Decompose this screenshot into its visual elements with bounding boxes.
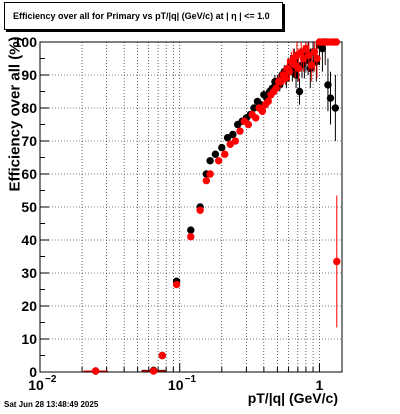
data-point — [91, 367, 100, 375]
data-point — [310, 48, 319, 56]
data-point — [331, 104, 340, 112]
data-point — [295, 87, 304, 96]
series-layer — [83, 38, 341, 375]
data-point — [196, 206, 204, 214]
data-point — [172, 280, 181, 289]
data-point — [302, 44, 310, 53]
timestamp-label: Sat Jun 28 13:48:49 2025 — [4, 400, 99, 409]
data-point — [324, 81, 332, 89]
data-point — [258, 107, 267, 116]
data-point — [223, 134, 232, 142]
data-point — [244, 120, 253, 129]
y-tick-label: 40 — [21, 232, 37, 248]
y-tick-label: 80 — [21, 100, 37, 116]
data-point — [229, 130, 237, 139]
y-tick-label: 90 — [21, 67, 37, 83]
data-point — [236, 127, 244, 135]
y-tick-label: 100 — [14, 34, 38, 50]
y-tick-label: 60 — [21, 166, 37, 182]
x-axis-label: pT/|q| (GeV/c) — [247, 390, 338, 406]
data-point — [313, 54, 321, 63]
data-point — [333, 257, 341, 266]
data-point — [305, 51, 313, 59]
x-tick-label: 1 — [316, 377, 324, 393]
y-tick-label: 30 — [21, 265, 37, 281]
chart-title: Efficiency over all for Primary vs pT/|q… — [13, 11, 270, 21]
data-point — [264, 97, 272, 106]
data-point — [211, 150, 220, 158]
data-point — [149, 367, 158, 375]
x-tick-exponent: −2 — [45, 374, 57, 385]
data-point — [252, 114, 260, 122]
data-point — [206, 157, 214, 165]
y-axis-label-box: Efficiency over all (%) — [4, 36, 26, 191]
data-point — [307, 61, 316, 69]
y-tick-label: 10 — [21, 331, 37, 347]
data-point — [326, 94, 335, 102]
x-tick-label: 10 — [168, 377, 184, 393]
y-tick-label: 0 — [29, 364, 37, 380]
data-point — [202, 176, 211, 185]
data-point — [332, 38, 340, 46]
data-point — [231, 137, 240, 145]
data-point — [187, 233, 195, 241]
y-tick-label: 20 — [21, 298, 37, 314]
data-point — [272, 84, 280, 92]
data-point — [218, 143, 226, 152]
x-tick-exponent: −1 — [185, 374, 197, 385]
data-point — [221, 150, 229, 158]
y-axis-label: Efficiency over all (%) — [6, 36, 24, 192]
data-point — [214, 157, 223, 165]
data-point — [206, 170, 214, 178]
data-point — [318, 44, 327, 53]
x-tick-label: 10 — [28, 377, 44, 393]
data-point — [294, 64, 303, 73]
data-point — [187, 226, 195, 234]
data-point — [158, 351, 166, 360]
y-tick-label: 50 — [21, 199, 37, 215]
chart-title-box: Efficiency over all for Primary vs pT/|q… — [4, 2, 283, 30]
data-point — [285, 68, 294, 76]
y-tick-label: 70 — [21, 133, 37, 149]
data-point — [250, 104, 258, 112]
